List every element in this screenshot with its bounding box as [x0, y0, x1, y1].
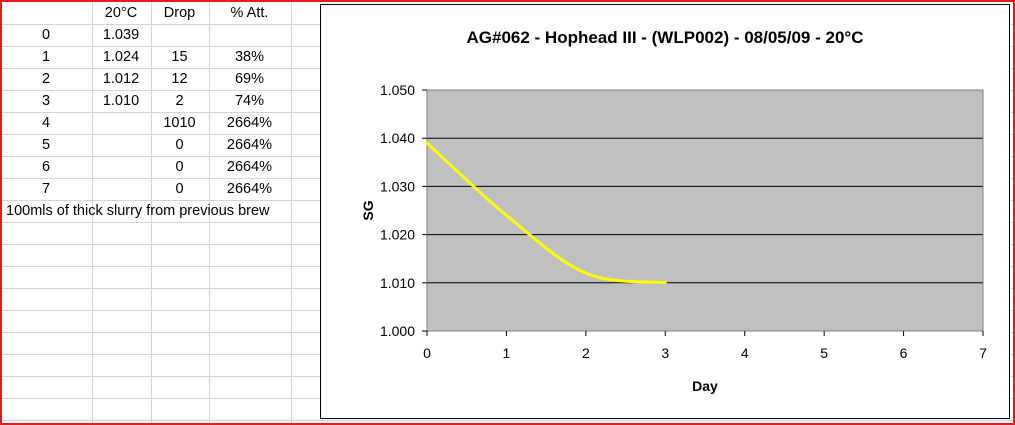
table-cell[interactable]: 38% [234, 49, 265, 65]
table-row: 1 1.024 15 38% [2, 46, 322, 68]
table-cell[interactable] [92, 178, 150, 200]
x-tick-label: 1 [503, 345, 511, 361]
y-axis-label: SG [360, 200, 376, 220]
grid-column-line [209, 2, 210, 423]
table-cell[interactable]: 2664% [226, 159, 273, 175]
table-cell[interactable]: 7 [41, 181, 51, 197]
table-row: 2 1.012 12 69% [2, 68, 322, 90]
plot-border [426, 89, 984, 332]
y-tick-label: 1.040 [380, 130, 415, 146]
table-cell[interactable]: 15 [171, 49, 188, 65]
table-row: 6 0 2664% [2, 156, 322, 178]
y-axis: 1.000 1.010 1.020 1.030 1.040 1.050 [380, 82, 427, 339]
table-cell[interactable]: 1.012 [102, 71, 140, 87]
table-cell[interactable]: 4 [41, 115, 51, 131]
table-cell[interactable] [151, 24, 208, 46]
table-cell[interactable]: 74% [234, 93, 265, 109]
x-tick-label: 4 [741, 345, 749, 361]
chart-title: AG#062 - Hophead III - (WLP002) - 08/05/… [467, 28, 864, 47]
grid-row-line [2, 420, 1013, 421]
y-tick-label: 1.050 [380, 82, 415, 98]
x-axis-label: Day [692, 378, 718, 394]
table-cell[interactable] [92, 112, 150, 134]
x-tick-label: 2 [582, 345, 590, 361]
header-cell[interactable]: 20°C [104, 5, 138, 21]
x-tick-label: 5 [820, 345, 828, 361]
note-cell[interactable]: 100mls of thick slurry from previous bre… [6, 203, 270, 219]
table-cell[interactable]: 2664% [226, 137, 273, 153]
y-tick-label: 1.030 [380, 178, 415, 194]
table-cell[interactable]: 0 [175, 181, 184, 197]
table-row: 3 1.010 2 74% [2, 90, 322, 112]
table-cell[interactable]: 2664% [226, 181, 273, 197]
table-row: 7 0 2664% [2, 178, 322, 200]
table-cell[interactable] [209, 24, 290, 46]
table-row: 4 1010 2664% [2, 112, 322, 134]
table-cell[interactable]: 1.039 [102, 27, 140, 43]
table-cell[interactable] [92, 156, 150, 178]
y-tick-label: 1.000 [380, 323, 415, 339]
table-cell[interactable]: 1 [41, 49, 51, 65]
header-cell[interactable]: Drop [163, 5, 196, 21]
x-tick-label: 6 [900, 345, 908, 361]
series-line [425, 141, 667, 285]
grid-column-line [151, 2, 152, 423]
x-axis: 0 1 2 3 4 5 6 7 [423, 331, 987, 361]
table-cell[interactable]: 2 [41, 71, 51, 87]
table-cell[interactable]: 69% [234, 71, 265, 87]
table-cell[interactable]: 12 [171, 71, 188, 87]
table-cell[interactable]: 0 [175, 159, 184, 175]
header-cell[interactable] [2, 2, 90, 24]
table-cell[interactable]: 6 [41, 159, 51, 175]
y-tick-label: 1.010 [380, 275, 415, 291]
table-row: 5 0 2664% [2, 134, 322, 156]
table-cell[interactable] [92, 134, 150, 156]
table-cell[interactable]: 1.010 [102, 93, 140, 109]
table-cell[interactable]: 0 [175, 137, 184, 153]
y-tick-label: 1.020 [380, 227, 415, 243]
header-cell[interactable]: % Att. [230, 5, 269, 21]
table-cell[interactable]: 1010 [163, 115, 196, 131]
table-cell[interactable]: 1.024 [102, 49, 140, 65]
table-cell[interactable]: 2664% [226, 115, 273, 131]
table-cell[interactable]: 0 [41, 27, 51, 43]
grid-column-line [291, 2, 292, 423]
table-cell[interactable]: 2 [175, 93, 184, 109]
x-tick-label: 7 [979, 345, 987, 361]
table-row: 0 1.039 [2, 24, 322, 46]
header-row: 20°C Drop % Att. [2, 2, 322, 24]
plot-area [427, 90, 983, 331]
x-tick-label: 0 [423, 345, 431, 361]
grid-column-line [92, 2, 93, 423]
x-tick-label: 3 [661, 345, 669, 361]
table-cell[interactable]: 3 [41, 93, 51, 109]
table-cell[interactable]: 5 [41, 137, 51, 153]
